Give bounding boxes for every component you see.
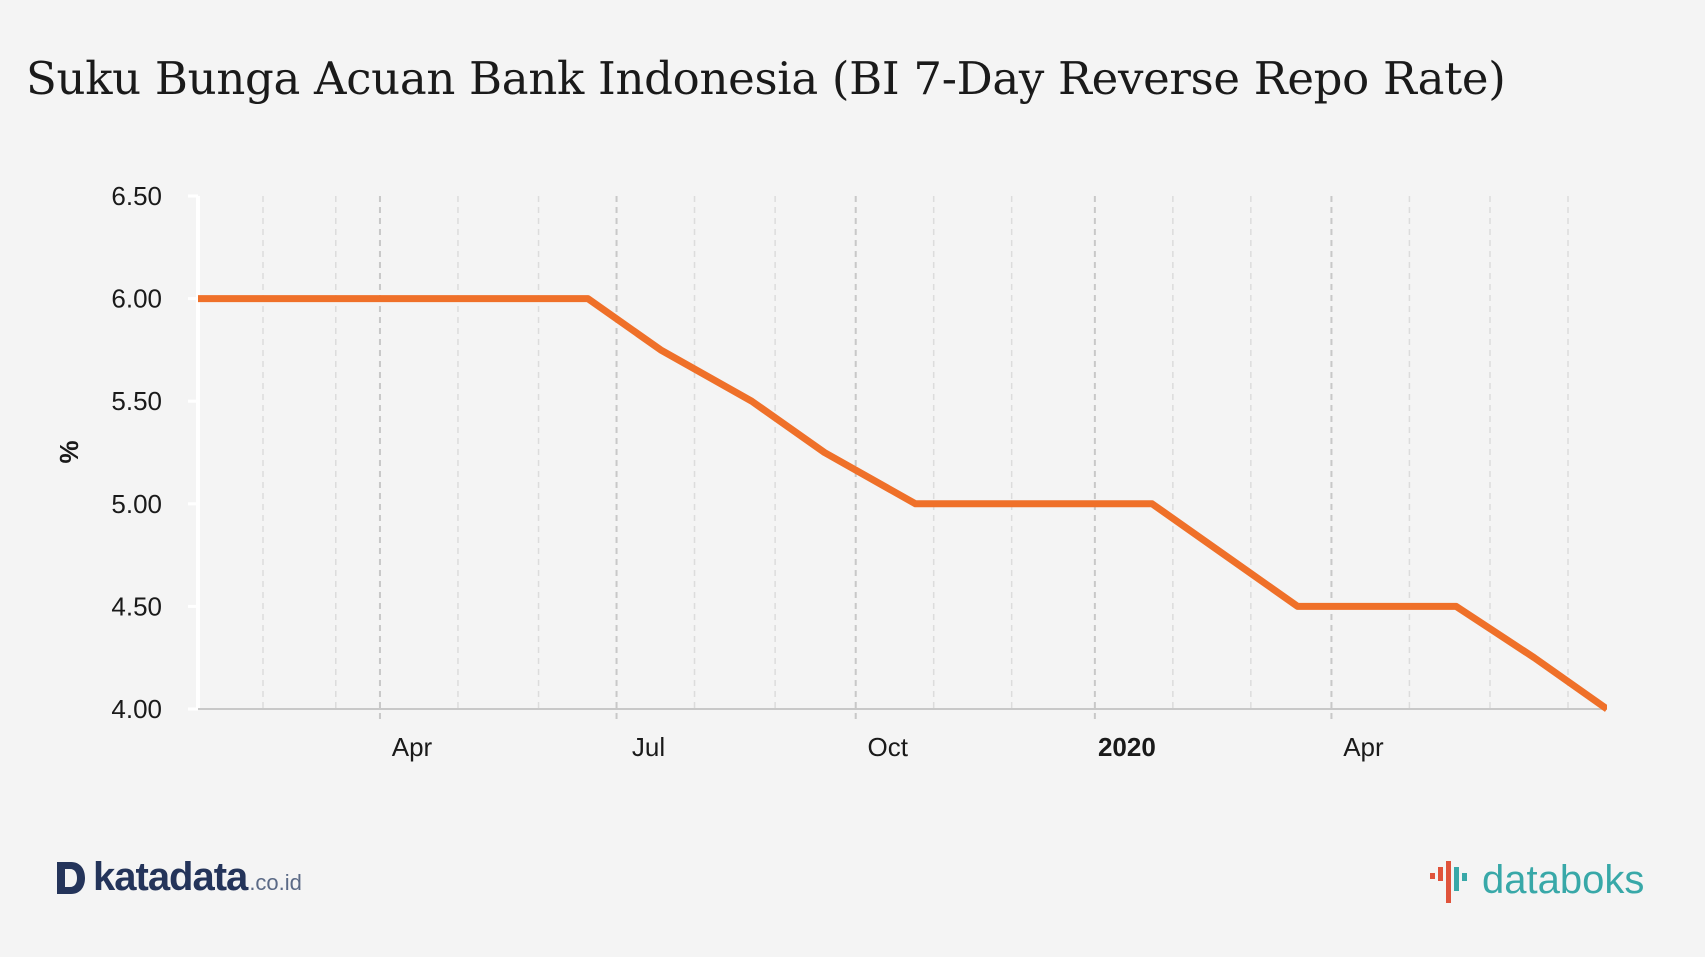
katadata-domain-suffix: .co.id	[249, 870, 302, 895]
tick-labels: Apr Jul Oct 2020 Apr 4.00 4.50 5.00 5.50 6.00 6.50	[111, 181, 1384, 762]
axes	[188, 194, 1607, 711]
series-line	[198, 295, 1607, 712]
x-tick-label: Apr	[392, 732, 433, 762]
x-tick-label: Oct	[867, 732, 908, 762]
grid-lines	[262, 196, 1569, 721]
chart-title: Suku Bunga Acuan Bank Indonesia (BI 7-Da…	[26, 52, 1506, 105]
katadata-mark-icon	[57, 862, 85, 894]
katadata-logo[interactable]: katadata .co.id	[55, 855, 302, 899]
y-tick-label: 5.50	[111, 386, 162, 416]
x-tick-label: Jul	[632, 732, 665, 762]
y-tick-label: 5.00	[111, 489, 162, 519]
y-tick-label: 6.50	[111, 181, 162, 211]
katadata-wordmark: katadata	[93, 855, 248, 899]
x-tick-label: Apr	[1343, 732, 1384, 762]
y-axis-label: %	[54, 440, 84, 463]
series-lines	[198, 295, 1607, 712]
y-tick-label: 4.50	[111, 591, 162, 621]
databoks-wordmark: databoks	[1482, 858, 1645, 902]
x-tick-label: 2020	[1098, 732, 1156, 762]
databoks-logo[interactable]: databoks	[1428, 858, 1644, 903]
y-tick-label: 4.00	[111, 694, 162, 724]
y-tick-label: 6.00	[111, 284, 162, 314]
databoks-mark-icon	[1430, 860, 1467, 903]
